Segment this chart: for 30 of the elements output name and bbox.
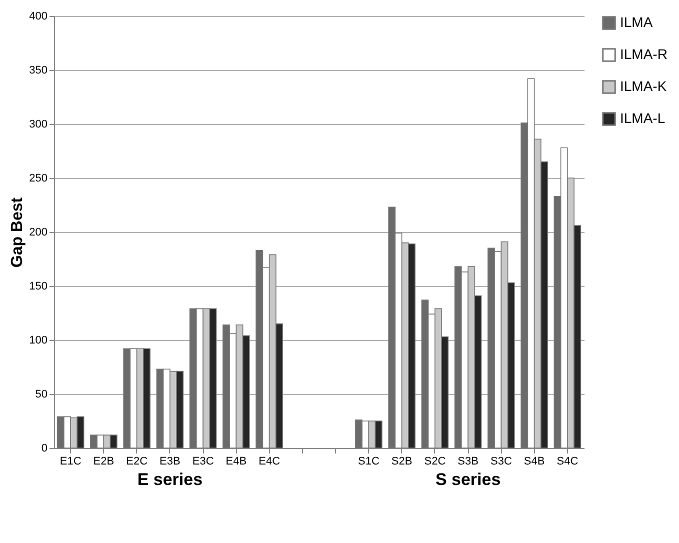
y-axis-title: Gap Best bbox=[9, 196, 26, 268]
y-tick-label: 250 bbox=[29, 172, 48, 184]
x-tick-label: E2C bbox=[126, 456, 148, 468]
x-tick-label: S2B bbox=[391, 456, 412, 468]
x-tick-label: S4B bbox=[524, 456, 545, 468]
x-tick-label: E4C bbox=[258, 456, 280, 468]
y-tick-label: 150 bbox=[29, 280, 48, 292]
x-tick-label: S2C bbox=[424, 456, 446, 468]
legend-label: ILMA-R bbox=[620, 46, 668, 62]
x-tick-label: E3C bbox=[192, 456, 214, 468]
x-tick-label: S3B bbox=[458, 456, 478, 468]
legend-label: ILMA-L bbox=[620, 110, 666, 126]
legend-label: ILMA-K bbox=[620, 78, 668, 94]
x-tick-label: E1C bbox=[60, 456, 82, 468]
y-tick-label: 350 bbox=[29, 64, 48, 76]
text: E series bbox=[137, 470, 203, 489]
legend-label: ILMA bbox=[620, 14, 654, 30]
y-tick-label: 200 bbox=[29, 226, 48, 238]
x-tick-label: E2B bbox=[93, 456, 114, 468]
text: S series bbox=[435, 470, 501, 489]
y-tick-label: 0 bbox=[41, 442, 48, 454]
x-tick-label: E4B bbox=[226, 456, 247, 468]
x-tick-label: S4C bbox=[556, 456, 578, 468]
y-tick-label: 400 bbox=[29, 10, 48, 22]
y-tick-label: 100 bbox=[29, 334, 48, 346]
x-tick-label: S1C bbox=[358, 456, 380, 468]
x-tick-label: S3C bbox=[490, 456, 512, 468]
y-tick-label: 300 bbox=[29, 118, 48, 130]
y-tick-label: 50 bbox=[35, 388, 48, 400]
x-tick-label: E3B bbox=[160, 456, 180, 468]
